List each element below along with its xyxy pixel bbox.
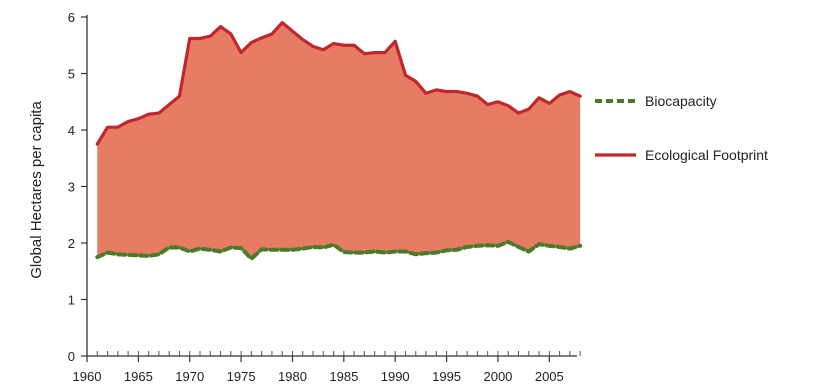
x-tick-label: 1995 [432, 369, 461, 384]
x-tick-label: 1960 [73, 369, 102, 384]
x-tick-label: 1965 [124, 369, 153, 384]
x-tick-label: 1980 [278, 369, 307, 384]
footprint-area-fill [97, 22, 581, 259]
x-tick-label: 2000 [483, 369, 512, 384]
y-tick-label: 0 [68, 349, 75, 364]
x-ticks: 1960 1965 1970 1975 1980 1985 1990 1995 2000 2005 [73, 351, 581, 384]
legend-label: Ecological Footprint [645, 147, 768, 163]
y-tick-label: 6 [68, 10, 75, 25]
y-tick-label: 4 [68, 123, 75, 138]
x-tick-label: 1975 [227, 369, 256, 384]
biocapacity-line [95, 239, 583, 261]
legend-label: Biocapacity [645, 93, 717, 109]
y-ticks: 0 1 2 3 4 5 6 [68, 10, 87, 364]
y-tick-label: 1 [68, 293, 75, 308]
y-axis-title: Global Hectares per capita [28, 101, 45, 279]
y-tick-label: 5 [68, 67, 75, 82]
x-tick-label: 2005 [535, 369, 564, 384]
x-tick-label: 1985 [329, 369, 358, 384]
x-tick-label: 1970 [175, 369, 204, 384]
series-lines [95, 21, 583, 261]
y-tick-label: 2 [68, 236, 75, 251]
x-tick-label: 1990 [381, 369, 410, 384]
ecological-footprint-line [95, 21, 582, 146]
y-tick-label: 3 [68, 180, 75, 195]
legend: Biocapacity Ecological Footprint [595, 93, 768, 163]
